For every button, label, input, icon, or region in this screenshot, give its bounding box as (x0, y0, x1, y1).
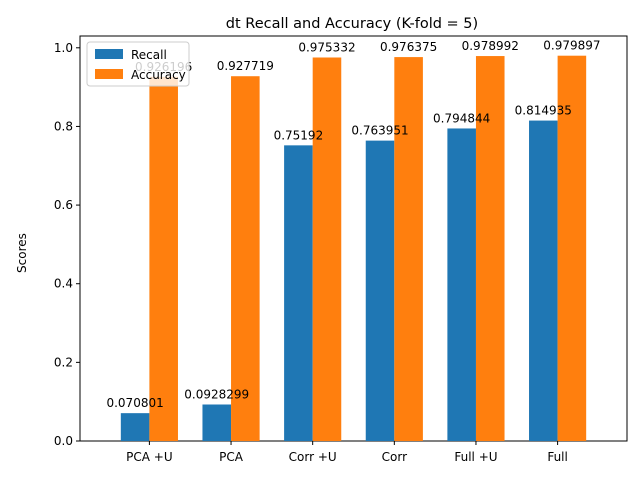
x-axis: PCA +U PCA Corr +U Corr Full +U Full (126, 441, 568, 464)
bar-value-label: 0.0928299 (184, 387, 249, 401)
bar-recall (202, 404, 232, 441)
bar-accuracy (475, 56, 505, 441)
bars (120, 55, 587, 442)
bar-accuracy (231, 76, 260, 441)
bar-value-label: 0.814935 (515, 104, 572, 118)
bar-recall (284, 145, 313, 441)
x-tick-label: PCA +U (126, 450, 172, 464)
bar-value-label: 0.763951 (351, 124, 408, 138)
bar-accuracy (557, 55, 587, 442)
legend-label-recall: Recall (131, 48, 167, 62)
bar-accuracy (149, 76, 178, 442)
x-tick-label: Corr (382, 450, 407, 464)
x-tick-label: PCA (219, 450, 244, 464)
legend: Recall Accuracy (86, 41, 190, 87)
bar-value-label: 0.979897 (543, 39, 600, 53)
x-tick-label: Corr +U (289, 450, 337, 464)
bar-value-label: 0.070801 (106, 396, 163, 410)
bar-recall (120, 413, 150, 441)
x-tick-label: Full +U (454, 450, 497, 464)
legend-label-accuracy: Accuracy (131, 68, 186, 82)
bar-value-label: 0.976375 (380, 40, 437, 54)
bar-accuracy (394, 57, 423, 441)
y-tick-label: 0.6 (54, 198, 73, 212)
legend-swatch-accuracy (95, 69, 123, 79)
bar-value-label: 0.975332 (298, 40, 355, 54)
y-tick-label: 0.8 (54, 119, 73, 133)
y-axis: 0.0 0.2 0.4 0.6 0.8 1.0 (54, 41, 80, 448)
y-tick-label: 1.0 (54, 41, 73, 55)
plot-frame (79, 35, 628, 442)
bar-recall (529, 120, 558, 441)
y-axis-label: Scores (15, 233, 29, 273)
bar-value-label: 0.794844 (433, 111, 490, 125)
y-tick-label: 0.2 (54, 355, 73, 369)
bar-recall (447, 128, 476, 442)
bar-accuracy (312, 57, 342, 442)
y-tick-label: 0.4 (54, 277, 73, 291)
legend-swatch-recall (95, 49, 123, 59)
bar-value-label: 0.978992 (462, 39, 519, 53)
plot-area (79, 35, 628, 442)
bar-value-label: 0.75192 (274, 128, 324, 142)
x-tick-label: Full (547, 450, 568, 464)
bar-value-labels: 0.0708010.9261960.09282990.9277190.75192… (106, 39, 600, 410)
chart-title: dt Recall and Accuracy (K-fold = 5) (226, 16, 478, 32)
bar-recall (365, 140, 395, 441)
y-tick-label: 0.0 (54, 434, 73, 448)
bar-value-label: 0.927719 (217, 59, 274, 73)
